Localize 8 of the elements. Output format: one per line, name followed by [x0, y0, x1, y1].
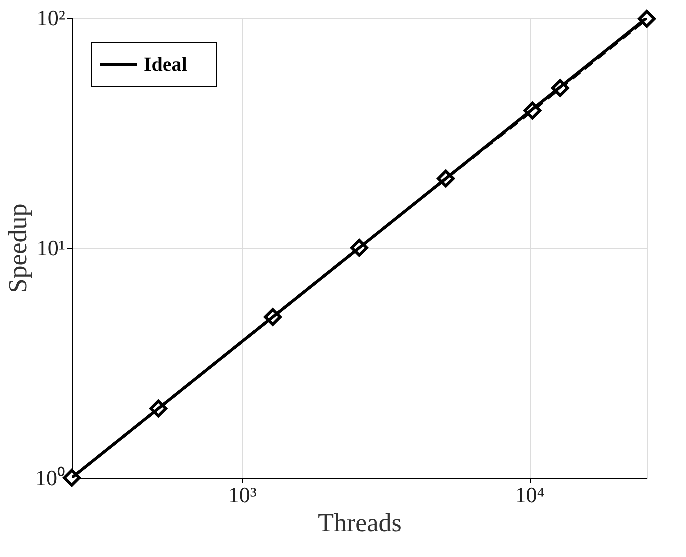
- x-axis-title: Threads: [318, 508, 402, 538]
- x-tick-label: 10³: [228, 482, 258, 508]
- y-axis-title: Speedup: [4, 204, 32, 294]
- legend-label: Ideal: [144, 54, 188, 76]
- x-tick-label: 10⁴: [515, 482, 546, 508]
- y-tick-label: 10¹: [36, 236, 66, 260]
- y-tick-label: 10²: [36, 6, 66, 30]
- y-tick-label: 10⁰: [36, 466, 66, 490]
